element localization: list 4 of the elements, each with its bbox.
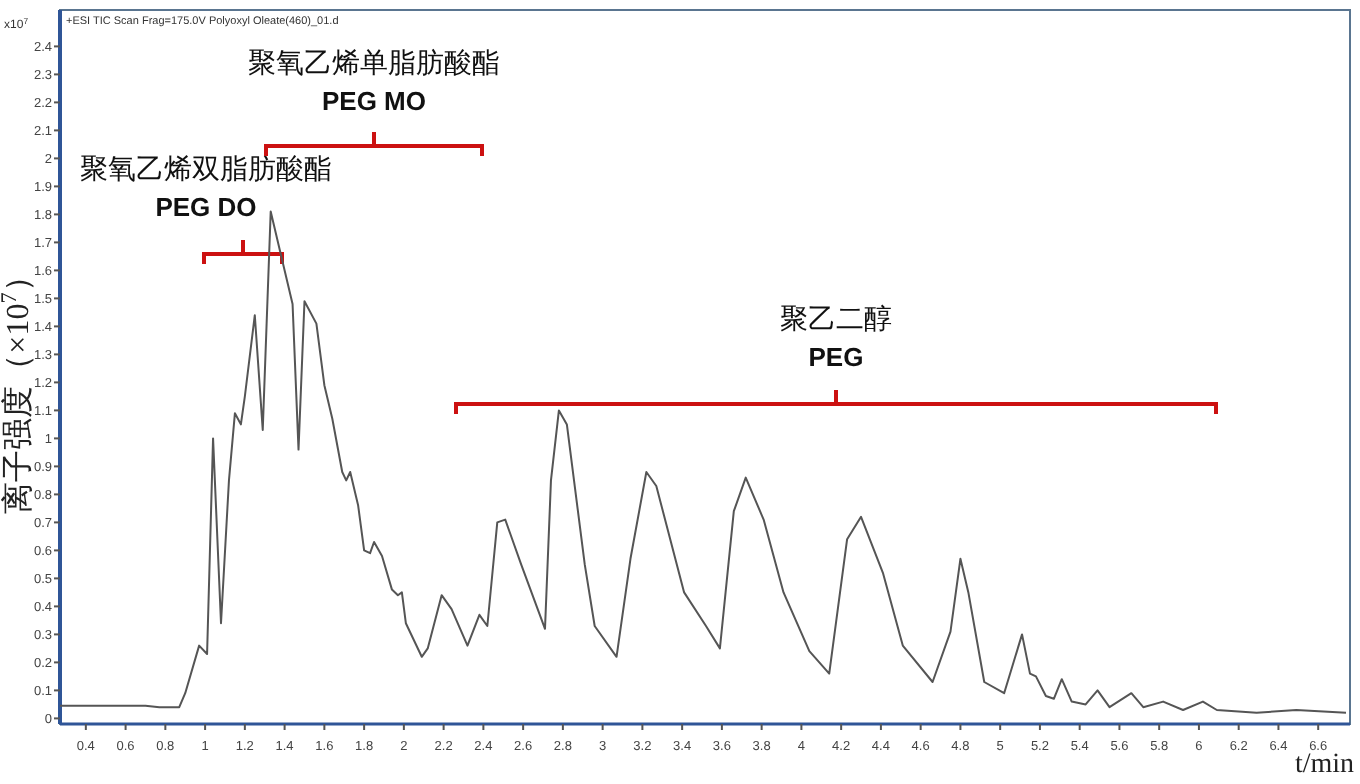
annotation: 聚乙二醇 PEG	[780, 302, 892, 372]
annotation: 聚氧乙烯单脂肪酸酯 PEG MO	[248, 46, 500, 116]
annotation: 聚氧乙烯双脂肪酸酯 PEG DO	[80, 152, 332, 222]
x-axis-title: t/min	[1294, 750, 1354, 780]
